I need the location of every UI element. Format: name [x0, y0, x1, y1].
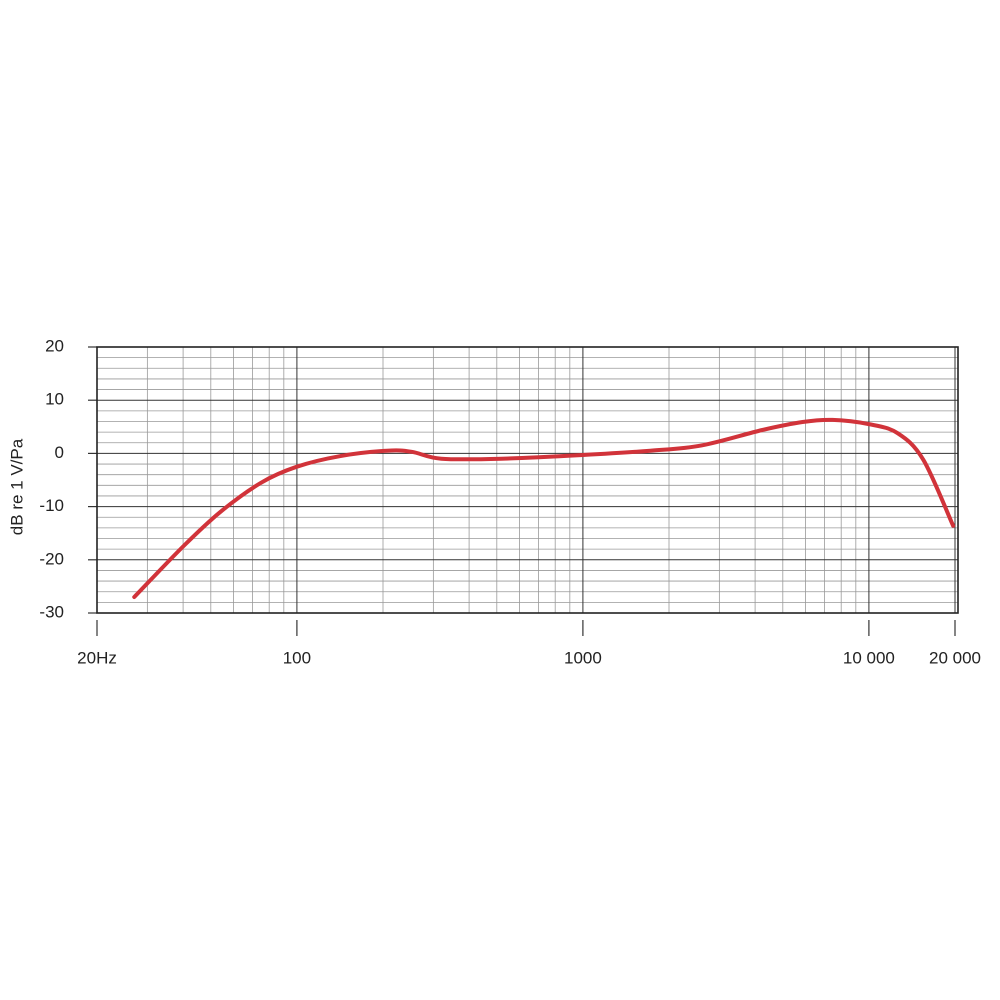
y-tick-label: 0	[55, 443, 64, 462]
y-axis-label: dB re 1 V/Pa	[7, 438, 26, 535]
response-curve	[132, 417, 956, 600]
y-tick-label: -10	[39, 496, 64, 515]
x-tick-label: 10 000	[843, 648, 895, 667]
x-tick-label: 20 000	[929, 648, 981, 667]
y-tick-label: 10	[45, 390, 64, 409]
x-tick-label: 100	[283, 648, 311, 667]
y-tick-label: 20	[45, 336, 64, 355]
plot-frame	[96, 346, 959, 614]
x-tick-label: 20Hz	[77, 648, 117, 667]
y-tick-label: -20	[39, 549, 64, 568]
x-tick-label: 1000	[564, 648, 602, 667]
y-tick-label: -30	[39, 602, 64, 621]
